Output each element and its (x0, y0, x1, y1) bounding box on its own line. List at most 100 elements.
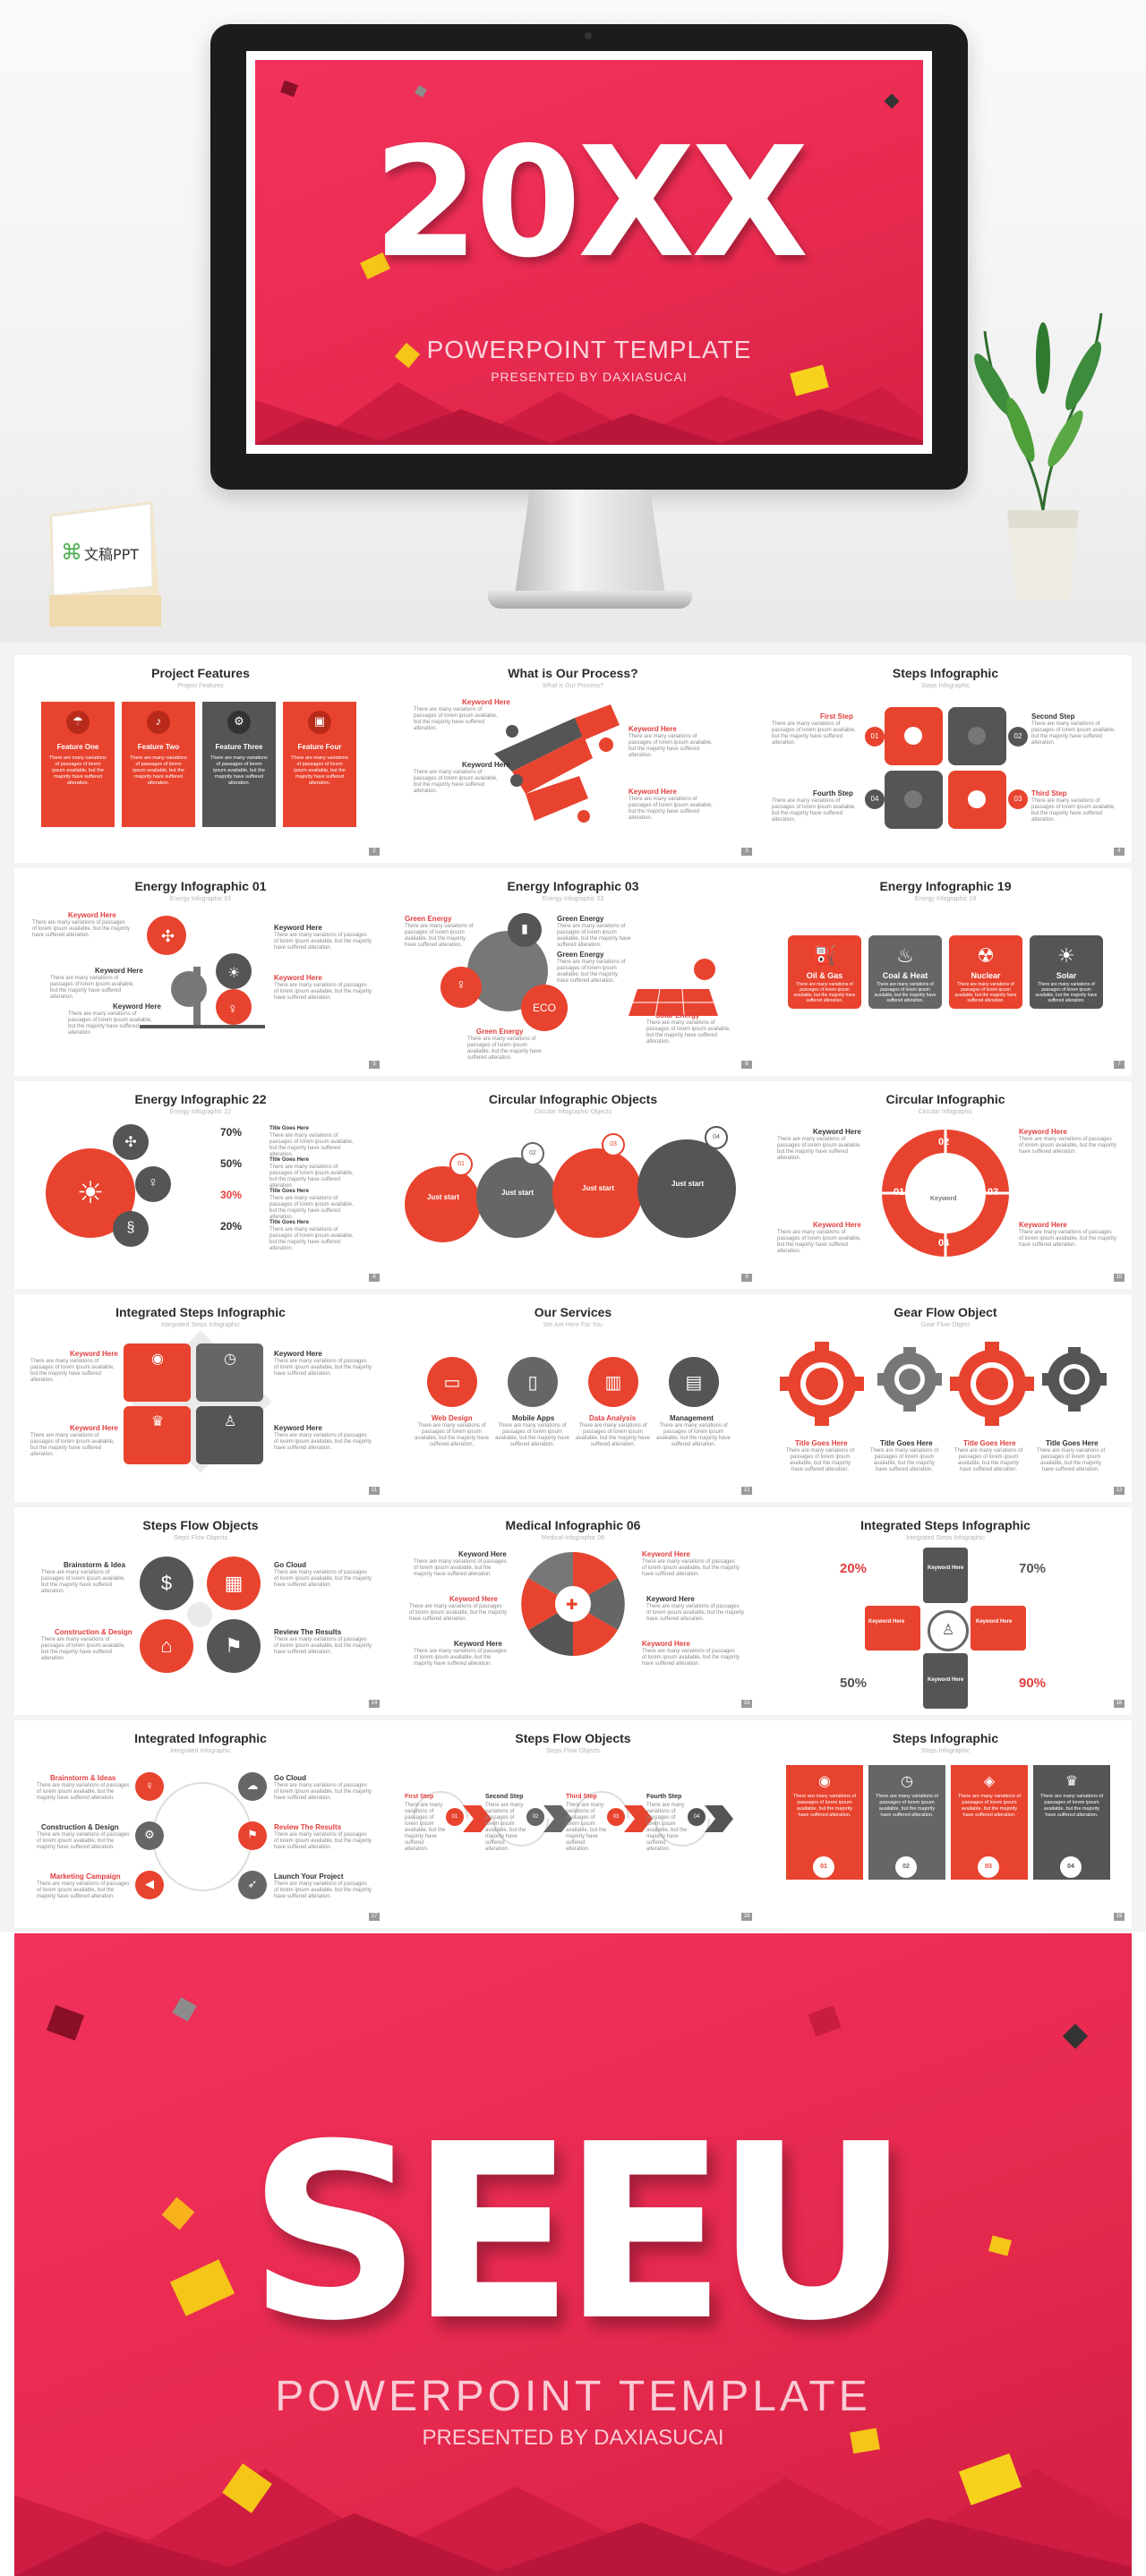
confetti-dark-1 (280, 80, 298, 98)
flow-text: There are many variations of passages of… (41, 1637, 125, 1661)
slide-subtitle: Gear Flow Object (920, 1322, 971, 1328)
keyword-text: There are many variations of passages of… (1019, 1230, 1117, 1248)
keyword-label: Keyword Here (70, 1424, 118, 1432)
integrated-text: There are many variations of passages of… (274, 1783, 372, 1801)
slide-energy-01[interactable]: Energy Infographic 01 Energy Infographic… (14, 868, 387, 1076)
integrated-text: There are many variations of passages of… (37, 1832, 130, 1850)
flow-label: Brainstorm & Idea (64, 1561, 125, 1569)
energy-card-label: Solar (1056, 971, 1077, 980)
hero-mockup: 20XX POWERPOINT TEMPLATE PRESENTED BY DA… (0, 0, 1146, 643)
feature-card-2: ♪ Feature Two There are many variations … (122, 702, 195, 827)
step-card-text: There are many variations of passages of… (792, 1794, 856, 1818)
slide-steps-flow-2[interactable]: Steps Flow Objects Steps Flow Objects 01… (387, 1720, 759, 1928)
confetti-dark-1 (46, 2005, 85, 2041)
title-text: There are many variations of passages of… (269, 1227, 354, 1251)
flow-center (187, 1602, 212, 1627)
flow-circle-1: $ (140, 1557, 193, 1610)
bulb-icon: ♀ (148, 1175, 158, 1190)
energy-card-text: There are many variations of passages of… (954, 982, 1017, 1003)
integrated-label: Construction & Design (41, 1823, 119, 1831)
page-number: 5 (369, 1061, 380, 1069)
service-circle-3: ▥ (588, 1357, 638, 1407)
keyword-label: Keyword Here (462, 761, 510, 769)
slide-title: Integrated Steps Infographic (115, 1305, 286, 1319)
cloud-icon: ☁ (246, 1778, 259, 1792)
slide-steps-bottom[interactable]: Steps Infographic Steps Infographic ◉ Th… (759, 1720, 1132, 1928)
slide-integrated-steps[interactable]: Integrated Steps Infographic Integrated … (14, 1294, 387, 1502)
slide-integrated-steps-2[interactable]: Integrated Steps Infographic Integrated … (759, 1507, 1132, 1715)
outro-slide: SEEU POWERPOINT TEMPLATE PRESENTED BY DA… (14, 1933, 1132, 2576)
keyword-text: There are many variations of passages of… (414, 1649, 507, 1667)
slide-project-features[interactable]: Project Features Project Features ☂ Feat… (14, 655, 387, 863)
slide-steps-top[interactable]: Steps Infographic Steps Infographic 01 0… (759, 655, 1132, 863)
keyword-text: There are many variations of passages of… (274, 983, 372, 1001)
svg-text:⌘: ⌘ (61, 540, 82, 565)
cross-keyword: Keyword Here (928, 1677, 964, 1683)
keyword-label: Keyword Here (629, 788, 677, 796)
monitor-screen: 20XX POWERPOINT TEMPLATE PRESENTED BY DA… (246, 51, 932, 454)
bulb-icon: ♀ (456, 977, 466, 993)
slide-energy-19[interactable]: Energy Infographic 19 Energy Infographic… (759, 868, 1132, 1076)
slide-subtitle: What is Our Process? (542, 683, 604, 689)
circle-label: Just start (427, 1193, 460, 1201)
confetti-gray-1 (415, 85, 427, 98)
keyword-text: There are many variations of passages of… (642, 1559, 740, 1577)
energy-circle-1: ♀ (440, 967, 482, 1008)
gear-icon: ⚙ (234, 714, 244, 728)
integrated-node-6: ➶ (238, 1871, 267, 1899)
monitor-base (488, 591, 692, 609)
slide-subtitle: Medical Infographic 06 (541, 1535, 605, 1541)
integrated-label: Launch Your Project (274, 1872, 344, 1881)
bell-icon: ♪ (155, 714, 162, 728)
slide-title: What is Our Process? (508, 666, 638, 680)
page-number: 10 (1114, 1274, 1125, 1282)
person-icon: ♙ (941, 1623, 955, 1638)
slide-process[interactable]: What is Our Process? What is Our Process… (387, 655, 759, 863)
slide-subtitle: Circular Infographic (918, 1109, 973, 1115)
energy-card-text: There are many variations of passages of… (1035, 982, 1098, 1003)
flow-text: There are many variations of passages of… (274, 1637, 372, 1655)
energy-label: Green Energy (557, 915, 604, 923)
keyword-label: Keyword Here (1019, 1221, 1067, 1229)
keyword-label: Keyword Here (274, 1350, 322, 1358)
step-card-number: 04 (1060, 1856, 1082, 1878)
energy-card-2: ♨ Coal & Heat There are many variations … (868, 935, 942, 1009)
slide-circular[interactable]: Circular Infographic Circular Infographi… (759, 1081, 1132, 1289)
service-circle-1: ▭ (427, 1357, 477, 1407)
title-text: There are many variations of passages of… (269, 1196, 354, 1220)
step-block-1 (124, 1343, 191, 1402)
cross-center: ♙ (928, 1610, 969, 1651)
slide-subtitle: Steps Infographic (920, 1748, 971, 1754)
slide-energy-22[interactable]: Energy Infographic 22 Energy Infographic… (14, 1081, 387, 1289)
title-label: Title Goes Here (269, 1220, 309, 1225)
service-circle-4: ▤ (669, 1357, 719, 1407)
slide-steps-flow[interactable]: Steps Flow Objects Steps Flow Objects $ … (14, 1507, 387, 1715)
slide-gear-flow[interactable]: Gear Flow Object Gear Flow Object Title … (759, 1294, 1132, 1502)
energy-card-label: Coal & Heat (882, 971, 928, 980)
feature-text: There are many variations of passages of… (130, 755, 187, 786)
circle-object-2 (476, 1157, 557, 1238)
page-number: 7 (1114, 1061, 1125, 1069)
slide-medical[interactable]: Medical Infographic 06 Medical Infograph… (387, 1507, 759, 1715)
slide-title: Medical Infographic 06 (505, 1518, 641, 1532)
page-number: 19 (1114, 1913, 1125, 1921)
keyword-label: Keyword Here (813, 1128, 861, 1136)
circle-label: Just start (501, 1189, 535, 1197)
integrated-text: There are many variations of passages of… (274, 1881, 372, 1899)
percent-label: 20% (220, 1220, 243, 1233)
integrated-label: Review The Results (274, 1823, 342, 1831)
keyword-text: There are many variations of passages of… (274, 1359, 372, 1377)
keyword-text: There are many variations of passages of… (30, 1359, 115, 1383)
keyword-text: There are many variations of passages of… (30, 1433, 115, 1457)
flow-number: 03 (607, 1808, 625, 1826)
percent-label: 30% (220, 1189, 243, 1201)
feature-card-3: ⚙ Feature Three There are many variation… (202, 702, 276, 827)
step-card-2: ◷ There are many variations of passages … (868, 1765, 945, 1880)
trophy-icon: ♛ (150, 1414, 165, 1429)
energy-card-text: There are many variations of passages of… (874, 982, 936, 1003)
slide-title: Steps Infographic (892, 1731, 999, 1745)
slide-integrated[interactable]: Integrated Infographic Integrated Infogr… (14, 1720, 387, 1928)
slide-circular-objects[interactable]: Circular Infographic Objects Circular In… (387, 1081, 759, 1289)
slide-energy-03[interactable]: Energy Infographic 03 Energy Infographic… (387, 868, 759, 1076)
slide-services[interactable]: Our Services We Are Here For You ▭ ▯ ▥ ▤… (387, 1294, 759, 1502)
